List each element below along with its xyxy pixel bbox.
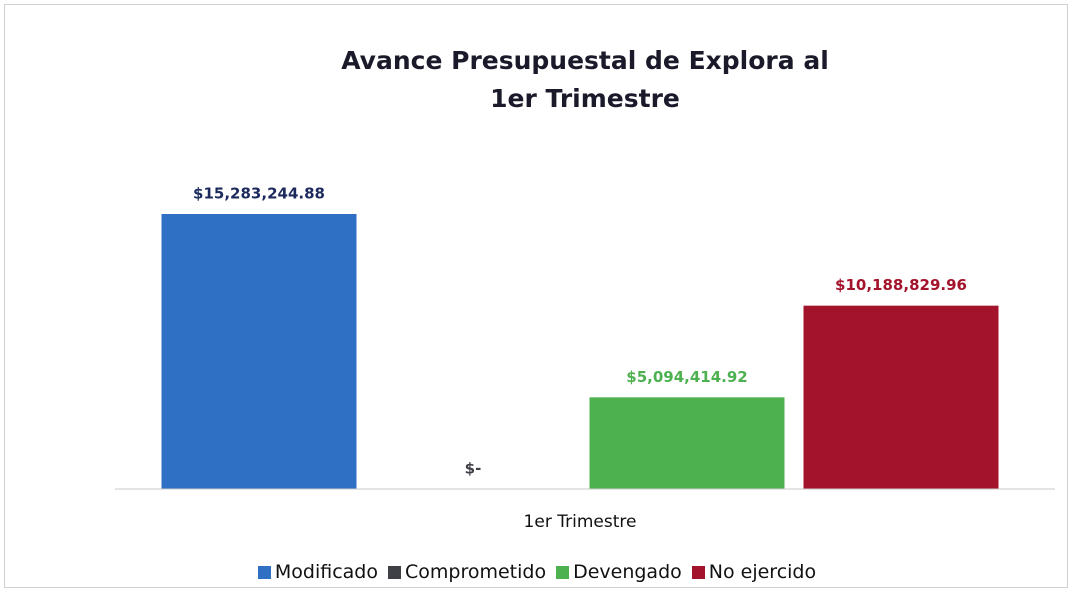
value-label: $5,094,414.92 [626,368,747,386]
bar [803,305,999,489]
bar [589,397,785,489]
legend-item: No ejercido [691,561,817,583]
legend-item: Devengado [556,561,682,583]
legend-item: Modificado [257,561,378,583]
legend-item: Comprometido [387,561,547,583]
value-label: $15,283,244.88 [193,185,325,203]
legend: Modificado Comprometido Devengado No ejerci… [0,561,1074,583]
value-label: $10,188,829.96 [835,276,967,294]
legend-swatch [691,565,705,579]
bar [161,214,357,489]
chart-title: Avance Presupuestal de Explora al 1er Tr… [341,46,829,113]
legend-swatch [556,565,570,579]
x-tick-label: 1er Trimestre [524,512,637,532]
value-label: $- [465,460,482,478]
legend-label: Modificado [274,561,378,583]
legend-label: Comprometido [404,561,547,583]
legend-label: Devengado [573,561,682,583]
legend-swatch [257,565,271,579]
legend-label: No ejercido [708,561,817,583]
chart-frame [4,4,1068,588]
legend-swatch [387,565,401,579]
